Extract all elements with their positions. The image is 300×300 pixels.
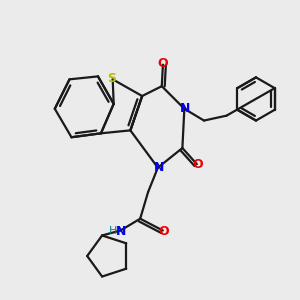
Text: O: O	[158, 57, 168, 70]
Text: O: O	[158, 225, 169, 238]
Text: S: S	[107, 72, 116, 85]
Text: N: N	[154, 161, 164, 174]
Text: H: H	[109, 226, 117, 236]
Text: O: O	[193, 158, 203, 171]
Text: N: N	[180, 102, 190, 115]
Text: N: N	[116, 225, 127, 238]
